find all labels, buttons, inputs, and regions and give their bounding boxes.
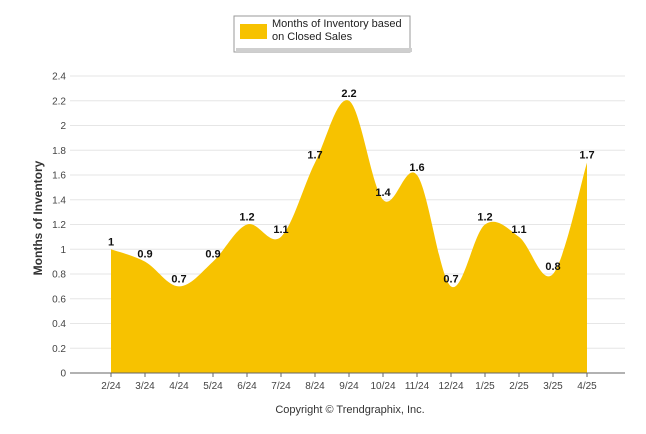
x-tick-label: 5/24 [203,381,223,392]
data-label: 1 [108,236,114,248]
y-tick-label: 2 [60,121,66,132]
x-tick-label: 4/24 [169,381,189,392]
legend-swatch [240,24,267,39]
data-label: 0.9 [205,249,220,261]
x-tick-label: 11/24 [405,381,430,392]
y-tick-label: 2.4 [52,72,66,83]
legend: Months of Inventory based on Closed Sale… [233,15,412,53]
x-tick-label: 1/25 [475,381,495,392]
x-tick-label: 8/24 [305,381,325,392]
area-series [111,100,587,373]
data-label: 0.7 [443,273,458,285]
data-label: 1.1 [273,224,288,236]
y-tick-label: 1.4 [52,195,66,206]
data-label: 0.9 [137,249,152,261]
data-labels: 1 0.9 0.7 0.9 1.2 1.1 1.7 2.2 1.4 1.6 0.7 1.2 1.1 0.8… [108,88,595,286]
x-tick-label: 2/25 [509,381,529,392]
data-label: 2.2 [341,88,356,100]
y-axis-title: Months of Inventory [31,160,45,275]
y-tick-label: 1 [60,245,66,256]
y-tick-label: 0.6 [52,294,66,305]
x-tick-label: 3/25 [543,381,563,392]
x-tick-label: 3/24 [135,381,155,392]
x-tick-label: 12/24 [438,381,463,392]
area-fill [111,100,587,373]
data-label: 0.8 [545,261,560,273]
y-tick-label: 2.2 [52,96,66,107]
x-tick-label: 2/24 [101,381,121,392]
data-label: 1.1 [511,224,526,236]
copyright-credit: Copyright © Trendgraphix, Inc. [275,404,424,416]
y-tick-label: 1.6 [52,171,66,182]
x-tick-label: 6/24 [237,381,257,392]
legend-text-line-2: on Closed Sales [272,31,353,43]
data-label: 1.2 [477,212,492,224]
y-tick-label: 1.2 [52,220,66,231]
data-label: 1.7 [579,150,594,162]
x-tick-label: 10/24 [370,381,395,392]
x-axis-ticks: 2/24 3/24 4/24 5/24 6/24 7/24 8/24 9/24 10/24 11/… [101,373,597,392]
x-tick-label: 4/25 [577,381,597,392]
legend-text-line-1: Months of Inventory based [272,18,402,30]
data-label: 1.4 [375,187,391,199]
data-label: 0.7 [171,273,186,285]
x-tick-label: 7/24 [271,381,291,392]
x-tick-label: 9/24 [339,381,359,392]
y-tick-label: 0.8 [52,270,66,281]
y-tick-label: 0 [60,369,66,380]
y-tick-label: 1.8 [52,146,66,157]
data-label: 1.7 [307,150,322,162]
data-label: 1.6 [409,162,424,174]
y-tick-label: 0.4 [52,319,66,330]
legend-shadow [236,48,412,52]
y-axis-ticks: 0 0.2 0.4 0.6 0.8 1 1.2 1.4 1.6 1.8 2 2.2 2.4 [52,72,66,380]
data-label: 1.2 [239,212,254,224]
y-tick-label: 0.2 [52,344,66,355]
